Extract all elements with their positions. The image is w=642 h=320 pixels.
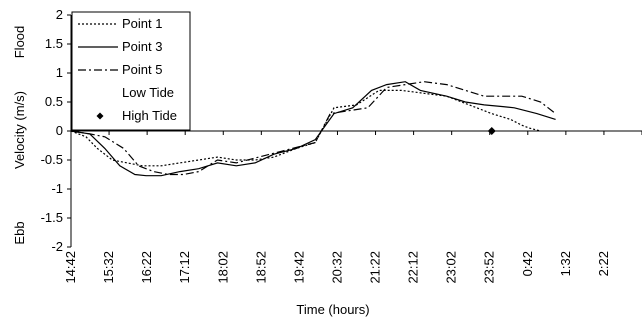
chart-legend: Point 1 Point 3 Point 5 Low Tide High Tide	[71, 11, 191, 131]
legend-box	[71, 11, 191, 131]
legend-label: High Tide	[122, 108, 177, 123]
chart-markers	[487, 127, 496, 135]
chart-series	[70, 81, 556, 177]
x-tick-label: 2:22	[596, 251, 611, 276]
chart-axes: 2 1.5 1 0.5 0 -0.5 -1 -1.5 -214:42 15:32 16:22 17:1…	[41, 7, 642, 284]
y-tick-label: -2	[51, 239, 63, 254]
x-tick-label: 0:42	[520, 251, 535, 276]
y-tick-label: -1	[51, 181, 63, 196]
x-tick-label: 17:12	[177, 251, 192, 284]
x-tick-label: 18:02	[215, 251, 230, 284]
x-tick-label: 21:22	[368, 251, 383, 284]
x-tick-label: 23:02	[444, 251, 459, 284]
y-tick-label: 2	[56, 7, 63, 22]
x-tick-label: 22:12	[406, 251, 421, 284]
legend-diamond-icon	[96, 112, 104, 120]
y-tick-label: -0.5	[41, 152, 63, 167]
legend-label: Point 1	[122, 16, 162, 31]
high-tide-marker	[487, 127, 496, 135]
y-tick-label: 1	[56, 65, 63, 80]
series-line-point-5	[70, 81, 556, 176]
y-axis-title: Velocity (m/s)	[12, 91, 27, 169]
x-tick-label: 19:42	[291, 251, 306, 284]
y-tick-label: 1.5	[45, 36, 63, 51]
x-tick-label: 20:32	[329, 251, 344, 284]
y-tick-label: 0	[56, 123, 63, 138]
legend-label: Point 3	[122, 39, 162, 54]
flood-label: Flood	[12, 26, 27, 59]
y-tick-label: -1.5	[41, 210, 63, 225]
x-tick-label: 14:42	[63, 251, 78, 284]
x-axis-title: Time (hours)	[296, 302, 369, 317]
series-line-point-1	[70, 89, 541, 167]
legend-label: Low Tide	[122, 85, 174, 100]
x-tick-label: 15:32	[101, 251, 116, 284]
x-tick-label: 18:52	[253, 251, 268, 284]
x-tick-label: 16:22	[139, 251, 154, 284]
legend-label: Point 5	[122, 62, 162, 77]
x-tick-label: 23:52	[482, 251, 497, 284]
ebb-label: Ebb	[12, 221, 27, 244]
y-tick-label: 0.5	[45, 94, 63, 109]
x-tick-label: 1:32	[558, 251, 573, 276]
series-line-point-3	[70, 81, 556, 177]
